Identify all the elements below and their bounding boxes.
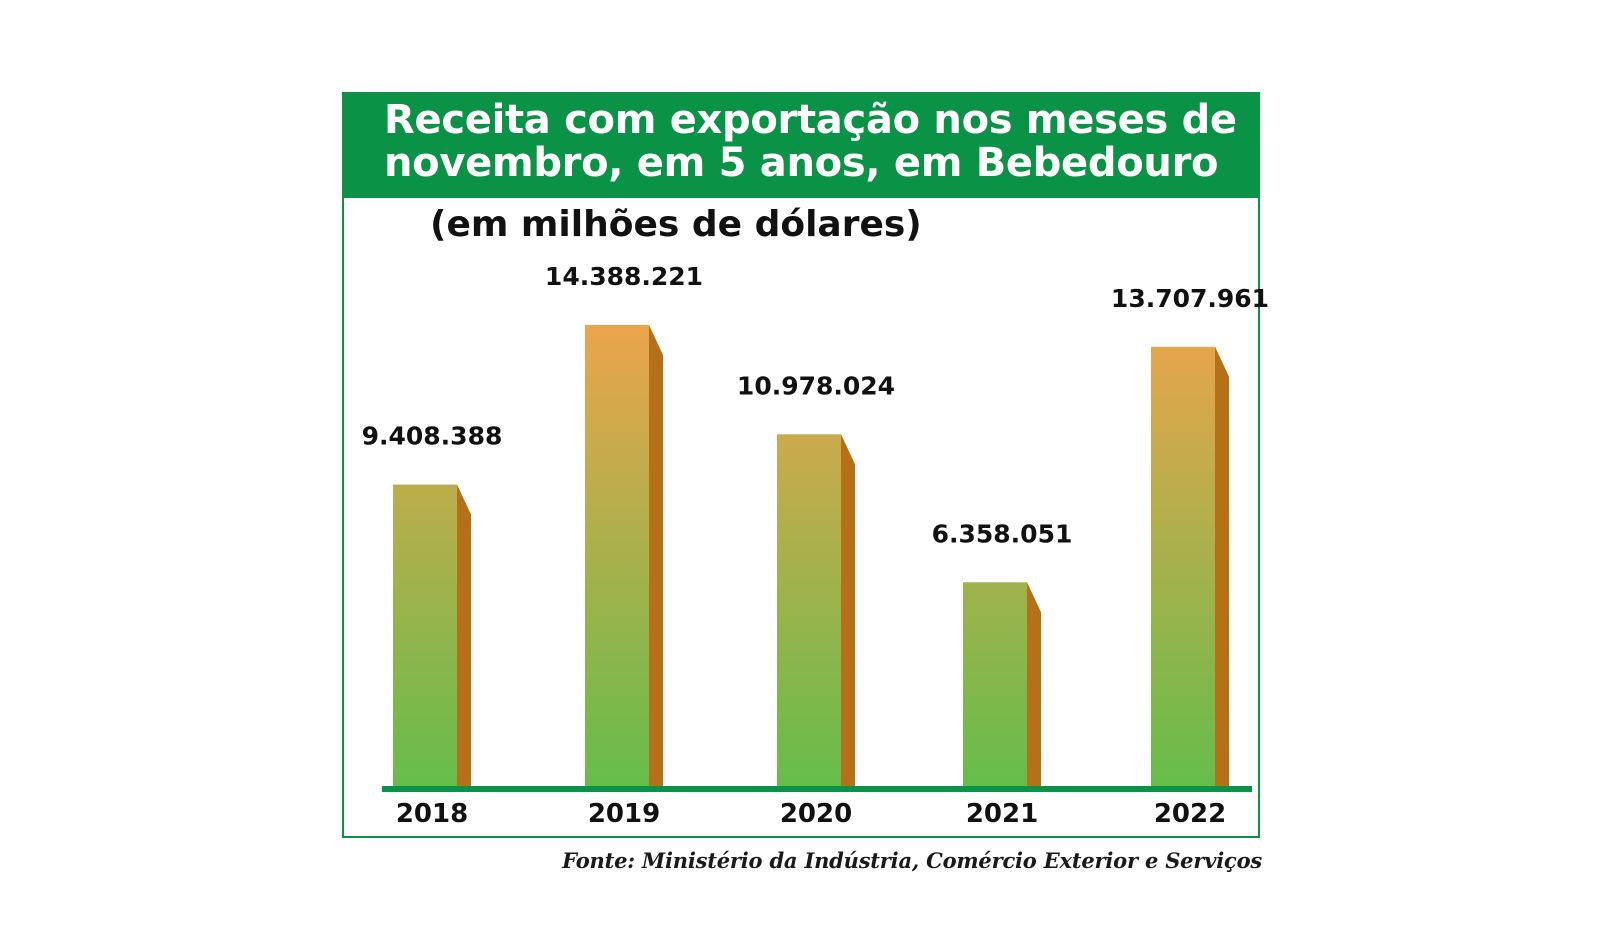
chart-baseline <box>382 786 1252 792</box>
bar-side-2018 <box>457 484 471 786</box>
value-label-2022: 13.707.961 <box>1111 284 1269 313</box>
value-label-2021: 6.358.051 <box>932 519 1073 548</box>
category-label-2020: 2020 <box>780 799 852 829</box>
value-label-2019: 14.388.221 <box>545 262 703 291</box>
bar-2022 <box>1151 346 1215 786</box>
bar-side-2019 <box>649 325 663 786</box>
bar-side-2020 <box>841 434 855 786</box>
bar-2020 <box>777 434 841 786</box>
category-label-2019: 2019 <box>588 799 660 829</box>
bars-layer <box>393 325 1229 786</box>
labels-layer: 9.408.388 2018 14.388.221 2019 10.978.024 202… <box>362 262 1269 829</box>
source-note: Fonte: Ministério da Indústria, Comércio… <box>562 848 1262 873</box>
bar-2021 <box>963 582 1027 786</box>
bar-side-2021 <box>1027 582 1041 786</box>
category-label-2022: 2022 <box>1154 799 1226 829</box>
chart-title: Receita com exportação nos meses de nove… <box>384 97 1237 186</box>
title-band: Receita com exportação nos meses de nove… <box>344 94 1258 198</box>
bar-2018 <box>393 484 457 786</box>
value-label-2018: 9.408.388 <box>362 422 503 451</box>
value-label-2020: 10.978.024 <box>737 371 895 400</box>
chart-subtitle: (em milhões de dólares) <box>430 204 922 245</box>
bar-2019 <box>585 325 649 786</box>
bar-side-2022 <box>1215 346 1229 786</box>
category-label-2018: 2018 <box>396 799 468 829</box>
category-label-2021: 2021 <box>966 799 1038 829</box>
